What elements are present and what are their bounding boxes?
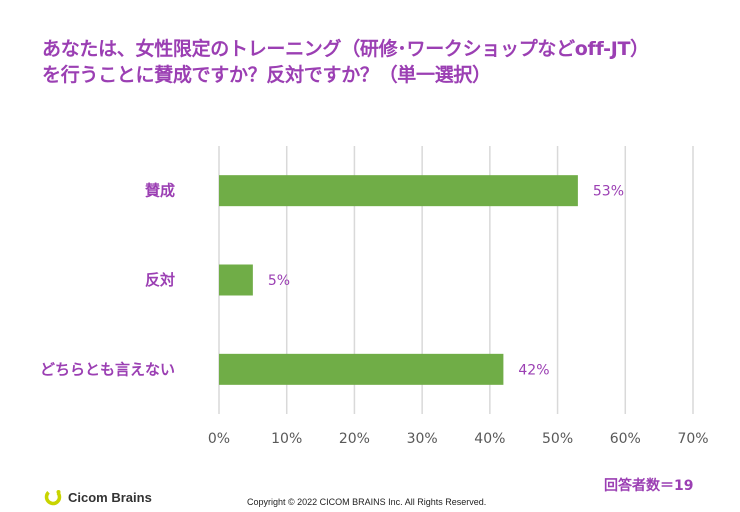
x-tick-label: 70% (677, 431, 708, 447)
x-tick-label: 40% (474, 431, 505, 447)
x-tick-label: 50% (542, 431, 573, 447)
data-label: 5% (268, 273, 290, 289)
company-logo: Cicom Brains (44, 488, 152, 506)
bar (219, 175, 578, 207)
title-line-2: を行うことに賛成ですか？反対ですか？（単一選択） (42, 64, 491, 86)
category-label: 反対 (145, 271, 175, 289)
title-line-1: あなたは、女性限定のトレーニング（研修･ワークショップなどoff-JT） (42, 38, 649, 60)
bar (219, 264, 253, 296)
x-tick-label: 0% (208, 431, 230, 447)
logo-text: Cicom Brains (68, 489, 152, 505)
copyright-text: Copyright © 2022 CICOM BRAINS Inc. All R… (247, 497, 487, 507)
c-logo-icon (44, 488, 62, 506)
chart-title: あなたは、女性限定のトレーニング（研修･ワークショップなどoff-JT） を行う… (42, 36, 722, 88)
x-tick-label: 60% (610, 431, 641, 447)
category-label: どちらとも言えない (40, 360, 175, 378)
bar (219, 353, 504, 385)
data-label: 42% (518, 362, 549, 378)
data-label: 53% (593, 184, 624, 200)
respondent-count: 回答者数＝19 (604, 478, 694, 494)
x-tick-label: 30% (407, 431, 438, 447)
x-tick-label: 20% (339, 431, 370, 447)
x-tick-label: 10% (271, 431, 302, 447)
category-label: 賛成 (145, 182, 175, 200)
